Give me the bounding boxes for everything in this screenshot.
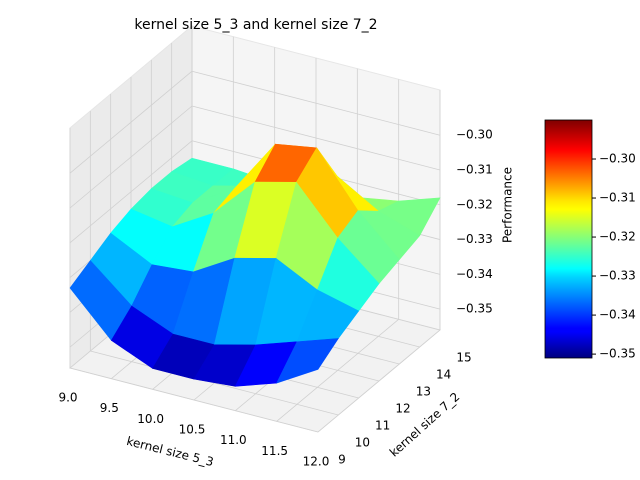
colorbar: [544, 119, 593, 359]
x-axis-label: kernel size 5_3: [125, 434, 215, 469]
y-tick-label: 12: [395, 402, 410, 416]
chart-title: kernel size 5_3 and kernel size 7_2: [134, 17, 377, 33]
grid-line: [90, 350, 339, 416]
y-tick-label: 14: [436, 368, 451, 382]
z-tick-label: −0.31: [456, 163, 493, 177]
y-tick-label: 15: [456, 351, 471, 365]
colorbar-tick-label: −0.32: [599, 230, 636, 244]
y-tick-label: 11: [375, 419, 390, 433]
x-tick-label: 9.0: [58, 391, 77, 405]
z-tick-label: −0.30: [456, 128, 493, 142]
grid-line: [69, 367, 319, 433]
grid-line: [69, 105, 193, 209]
x-tick-label: 11.5: [261, 444, 288, 458]
grid-line: [69, 140, 193, 244]
z-tick-label: −0.34: [456, 267, 493, 281]
grid-line: [191, 70, 441, 136]
colorbar-tick-label: −0.35: [599, 347, 636, 361]
x-tick-label: 11.0: [220, 433, 247, 447]
x-tick-label: 9.5: [100, 401, 119, 415]
z-tick-label: −0.33: [456, 232, 493, 246]
z-tick-label: −0.32: [456, 197, 493, 211]
x-tick-label: 10.5: [179, 423, 206, 437]
y-tick-label: 10: [355, 436, 370, 450]
y-tick-label: 9: [338, 453, 346, 467]
grid-line: [69, 70, 193, 174]
z-tick-label: −0.35: [456, 302, 493, 316]
y-axis-label: kernel size 7_2: [387, 390, 463, 460]
labels: 9.0 9.5 10.0 10.5 11.0 11.5 12.0 9 10 11 12 13 14 15 −…: [58, 128, 635, 469]
colorbar-tick-label: −0.33: [599, 269, 636, 283]
colorbar-tick-label: −0.34: [599, 308, 636, 322]
x-tick-label: 10.0: [137, 412, 164, 426]
z-axis-label: Performance: [501, 167, 515, 243]
colorbar-tick-label: −0.30: [599, 152, 636, 166]
surface: [69, 143, 441, 387]
surface-patch: [276, 338, 339, 384]
colorbar-tick-label: −0.31: [599, 191, 636, 205]
y-tick-label: 13: [416, 385, 431, 399]
x-tick-label: 12.0: [303, 455, 330, 469]
grid-line: [191, 105, 441, 171]
